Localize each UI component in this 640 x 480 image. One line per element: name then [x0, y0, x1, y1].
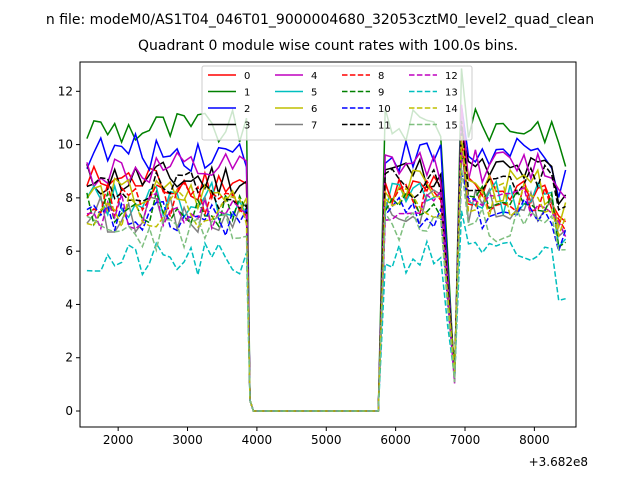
legend-label-9: 9 — [378, 88, 384, 99]
y-tick-label: 6 — [65, 244, 73, 258]
legend-label-13: 13 — [445, 88, 458, 99]
legend-label-7: 7 — [311, 121, 317, 132]
series-line-6 — [86, 141, 567, 412]
x-tick-label: 8000 — [519, 433, 550, 447]
legend-label-14: 14 — [445, 104, 458, 115]
series-line-15 — [86, 167, 566, 412]
series-line-2 — [86, 105, 567, 412]
x-tick-label: 3000 — [172, 433, 203, 447]
legend-label-15: 15 — [445, 121, 458, 132]
legend-label-12: 12 — [445, 71, 458, 82]
legend-label-1: 1 — [244, 88, 250, 99]
y-tick-label: 2 — [65, 351, 73, 365]
axes-frame — [79, 61, 577, 428]
chart-title: Quadrant 0 module wise count rates with … — [138, 38, 518, 54]
legend-label-6: 6 — [311, 104, 317, 115]
series-line-12 — [86, 149, 567, 412]
y-axis: 0 2 4 6 8 10 12 — [58, 84, 80, 418]
legend-label-3: 3 — [244, 121, 250, 132]
y-tick-label: 10 — [58, 138, 73, 152]
legend-box — [201, 65, 473, 141]
series-line-8 — [86, 140, 567, 412]
legend-label-0: 0 — [244, 71, 250, 82]
series-line-4 — [86, 104, 567, 412]
series-line-10 — [86, 171, 567, 412]
legend-label-4: 4 — [311, 71, 317, 82]
legend-label-2: 2 — [244, 104, 250, 115]
x-tick-label: 7000 — [450, 433, 481, 447]
legend-label-5: 5 — [311, 88, 317, 99]
series-line-7 — [86, 140, 567, 412]
legend-label-11: 11 — [378, 121, 391, 132]
y-tick-label: 4 — [65, 297, 73, 311]
x-tick-label: 5000 — [311, 433, 342, 447]
y-tick-label: 8 — [65, 191, 73, 205]
y-tick-label: 0 — [65, 404, 73, 418]
series-line-9 — [86, 150, 567, 412]
legend-label-8: 8 — [378, 71, 384, 82]
x-tick-label: 4000 — [242, 433, 273, 447]
x-axis: 2000 3000 4000 5000 6000 7000 8000 — [103, 427, 550, 447]
legend-label-10: 10 — [378, 104, 391, 115]
series-line-3 — [86, 128, 567, 412]
x-offset-label: +3.682e8 — [529, 455, 588, 469]
x-tick-label: 2000 — [103, 433, 134, 447]
x-tick-label: 6000 — [380, 433, 411, 447]
y-tick-label: 12 — [58, 84, 73, 98]
chart-suptitle: n file: modeM0/AS1T04_046T01_9000004680_… — [46, 12, 594, 28]
series-line-13 — [86, 210, 566, 412]
plot-area — [86, 68, 567, 412]
